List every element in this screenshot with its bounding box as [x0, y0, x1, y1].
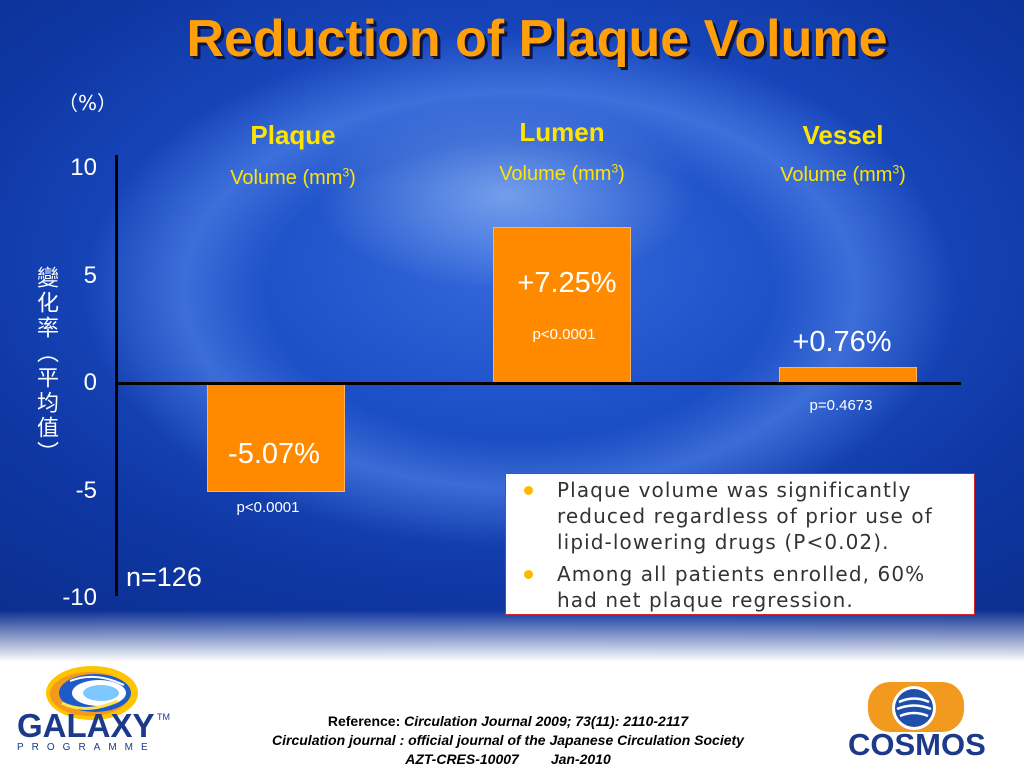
unit-text: Volume (mm: [499, 163, 612, 185]
journal-line: Circulation journal : official journal o…: [272, 732, 744, 748]
bullet-line: Among all patients enrolled, 60%: [557, 562, 926, 586]
bar-chart: 10 5 0 -5 -10 Plaque Volume (mm3) -5.07% p<0.000…: [62, 117, 961, 611]
y-tick-label: -10: [62, 584, 97, 611]
unit-close: ): [899, 164, 906, 186]
y-tick-label: 10: [70, 154, 97, 181]
bullet-line: had net plaque regression.: [557, 588, 854, 612]
reference-footer: Reference: Circulation Journal 2009; 73(…: [180, 712, 836, 769]
y-axis-line: [115, 155, 118, 596]
sample-size-label: n=126: [126, 562, 202, 592]
unit-text: Volume (mm: [230, 167, 343, 189]
p-value-label-vessel: p=0.4673: [809, 397, 873, 414]
bullet-item: Plaque volume was significantly reduced …: [506, 477, 974, 555]
p-value-label-lumen: p<0.0001: [532, 326, 596, 343]
category-unit-vessel: Volume (mm3): [733, 163, 953, 187]
unit-sup: 3: [611, 161, 619, 176]
reference-label: Reference:: [327, 713, 401, 729]
findings-box: Plaque volume was significantly reduced …: [505, 473, 975, 615]
cosmos-logo-name: COSMOS: [848, 727, 986, 762]
cosmos-emblem-icon: [868, 682, 964, 732]
y-tick-label: 5: [83, 261, 97, 289]
unit-label: （%）: [58, 91, 118, 115]
unit-close: ): [618, 163, 625, 185]
y-axis-label: 變化率（平均值）: [33, 266, 58, 466]
bullet-line: lipid-lowering drugs (P<0.02).: [557, 530, 890, 554]
document-code: AZT-CRES-10007: [405, 751, 519, 767]
unit-sup: 3: [892, 162, 900, 177]
bullet-item: Among all patients enrolled, 60% had net…: [506, 561, 974, 613]
bar-lumen: [493, 227, 631, 383]
p-value-label-plaque: p<0.0001: [236, 499, 300, 516]
cosmos-logo: COSMOS: [840, 672, 1000, 764]
document-code-line: AZT-CRES-10007 Jan-2010: [180, 750, 836, 769]
bullet-dot-icon: [524, 570, 533, 579]
reference-citation: Circulation Journal 2009; 73(11): 2110-2…: [404, 713, 689, 729]
unit-text: Volume (mm: [780, 164, 893, 186]
galaxy-programme-logo: GALAXY TM PROGRAMME: [10, 660, 180, 760]
bar-plaque: [207, 383, 345, 492]
bullet-dot-icon: [524, 486, 533, 495]
unit-sup: 3: [342, 165, 350, 180]
bar-vessel: [779, 366, 917, 383]
zero-baseline: [115, 382, 961, 385]
slide-title: Reduction of Plaque Volume: [186, 10, 888, 68]
value-label-vessel: +0.76%: [792, 326, 892, 358]
galaxy-logo-name: GALAXY: [17, 707, 155, 744]
category-unit-plaque: Volume (mm3): [183, 166, 403, 190]
category-label-vessel: Vessel: [802, 120, 884, 150]
unit-close: ): [349, 167, 356, 189]
galaxy-logo-trademark: TM: [157, 712, 170, 722]
bullet-line: reduced regardless of prior use of: [557, 504, 933, 528]
galaxy-swirl-icon: [46, 666, 138, 720]
y-tick-label: 0: [83, 369, 97, 396]
bullet-line: Plaque volume was significantly: [557, 478, 912, 502]
y-tick-label: -5: [75, 476, 97, 504]
category-unit-lumen: Volume (mm3): [452, 162, 672, 186]
value-label-plaque: -5.07%: [228, 438, 320, 470]
galaxy-logo-subtitle: PROGRAMME: [17, 742, 156, 753]
value-label-lumen: +7.25%: [517, 267, 617, 299]
category-label-plaque: Plaque: [250, 120, 336, 150]
reference-line: Reference: Circulation Journal 2009; 73(…: [180, 712, 836, 731]
category-label-lumen: Lumen: [519, 117, 605, 147]
document-date: Jan-2010: [550, 751, 611, 767]
